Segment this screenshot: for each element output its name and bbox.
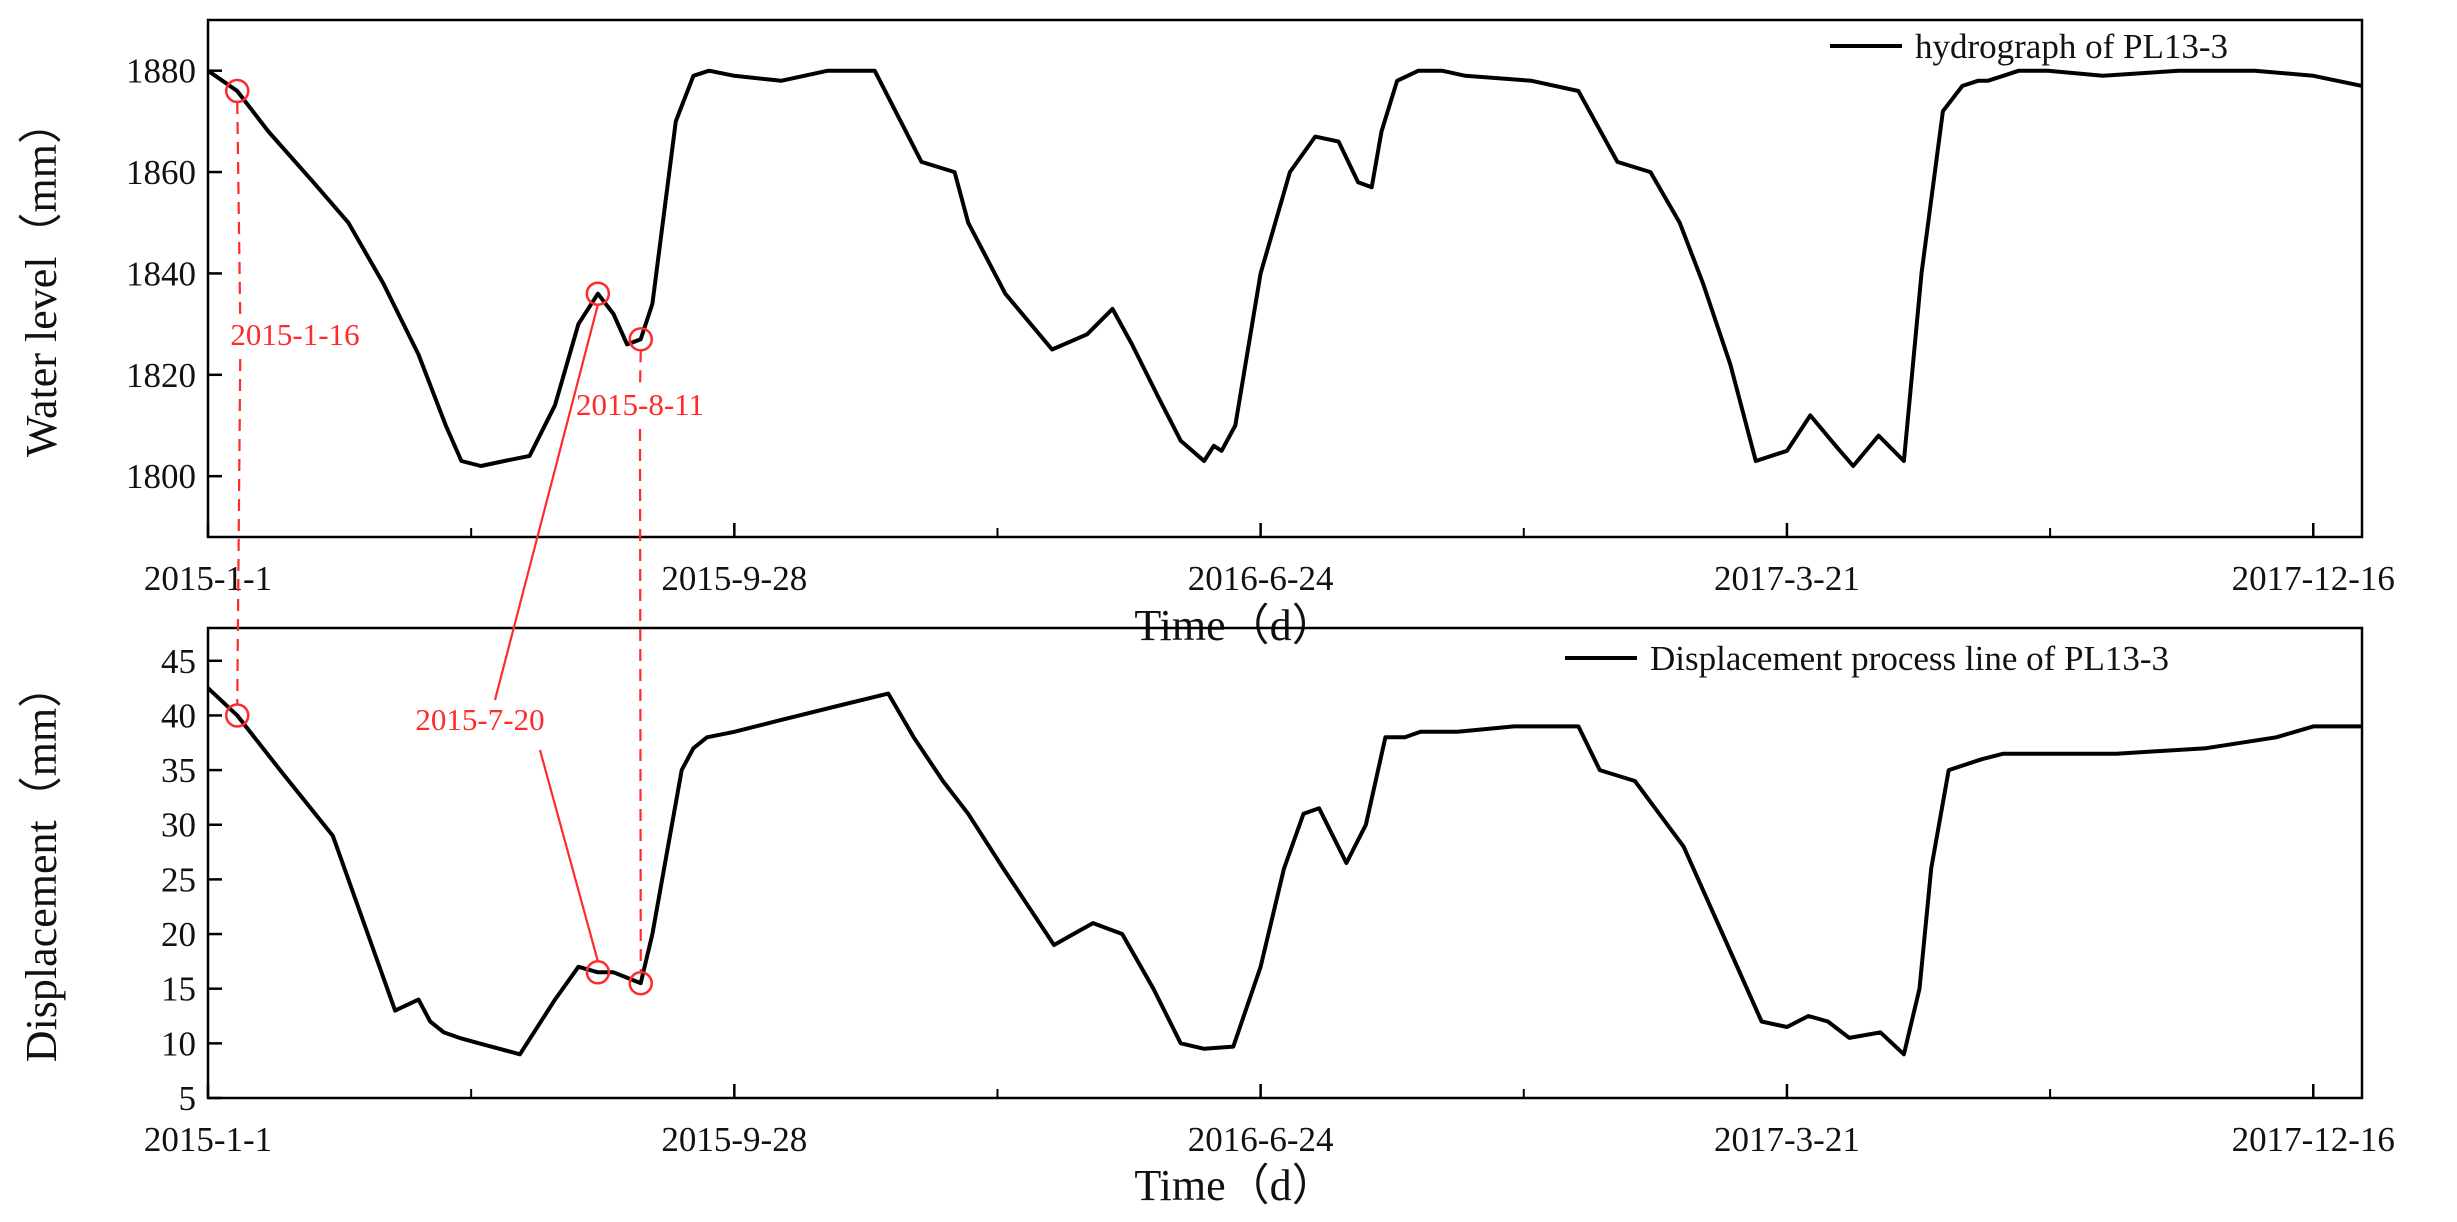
y-tick-label: 30 — [161, 806, 196, 845]
displacement-x-axis-title: Time（d） — [1134, 1161, 1335, 1210]
x-tick-label: 2017-3-21 — [1714, 1120, 1860, 1159]
annotation-connector — [638, 350, 642, 390]
annotation-connector — [236, 101, 242, 320]
x-tick-label: 2016-6-24 — [1188, 1120, 1334, 1159]
water-level-x-ticks: 2015-1-1 2015-9-28 2016-6-24 2017-3-21 2017-… — [144, 523, 2395, 598]
displacement-legend-label: Displacement process line of PL13-3 — [1650, 639, 2169, 678]
y-tick-label: 1880 — [126, 52, 196, 91]
hydrograph-line — [206, 68, 2363, 468]
x-tick-label: 2015-9-28 — [661, 559, 807, 598]
displacement-panel: 5 10 15 20 25 30 35 40 45 2015-1-1 2015-9-28 2016-… — [17, 626, 2395, 1210]
hydrograph-legend-label: hydrograph of PL13-3 — [1915, 27, 2228, 66]
ann-jan16-annotation: 2015-1-16 — [224, 78, 360, 728]
x-tick-label: 2017-12-16 — [2232, 1120, 2395, 1159]
x-tick-label: 2015-1-1 — [144, 559, 272, 598]
displacement-plot-frame — [206, 626, 2364, 1100]
annotation-label: 2015-1-16 — [230, 317, 359, 352]
y-tick-label: 35 — [161, 751, 196, 790]
y-tick-label: 25 — [161, 860, 196, 899]
y-tick-label: 10 — [161, 1024, 196, 1063]
x-tick-label: 2015-1-1 — [144, 1120, 272, 1159]
displacement-axis-title: Displacement（mm） — [17, 664, 66, 1062]
y-tick-label: 40 — [161, 696, 196, 735]
annotation-connector — [638, 428, 642, 973]
annotation-connector — [493, 304, 599, 701]
y-tick-label: 20 — [161, 915, 196, 954]
y-tick-label: 15 — [161, 970, 196, 1009]
ann-jul20-annotation: 2015-7-20 — [415, 281, 611, 985]
water-level-axis-title: Water level（mm） — [17, 100, 66, 457]
y-tick-label: 1800 — [126, 457, 196, 496]
annotation-label: 2015-7-20 — [415, 702, 544, 737]
water-level-y-ticks: 1800 1820 1840 1860 1880 — [126, 52, 222, 496]
displacement-line — [206, 686, 2362, 1057]
y-tick-label: 5 — [179, 1079, 197, 1118]
y-tick-label: 1840 — [126, 254, 196, 293]
x-tick-label: 2016-6-24 — [1188, 559, 1334, 598]
ann-aug11-annotation: 2015-8-11 — [576, 327, 704, 996]
displacement-y-ticks: 5 10 15 20 25 30 35 40 45 — [161, 642, 222, 1118]
y-tick-label: 1860 — [126, 153, 196, 192]
water-level-plot-frame — [206, 18, 2364, 539]
x-tick-label: 2017-12-16 — [2232, 559, 2395, 598]
annotation-connector — [538, 749, 599, 962]
y-tick-label: 45 — [161, 642, 196, 681]
y-tick-label: 1820 — [126, 356, 196, 395]
annotation-connector — [236, 358, 242, 705]
water-level-x-axis-title: Time（d） — [1134, 601, 1335, 650]
annotation-label: 2015-8-11 — [576, 387, 704, 422]
displacement-x-ticks: 2015-1-1 2015-9-28 2016-6-24 2017-3-21 2017-… — [144, 1084, 2395, 1159]
x-tick-label: 2017-3-21 — [1714, 559, 1860, 598]
date-annotations: 2015-1-16 2015-7-20 2015-8-11 — [224, 78, 704, 996]
x-tick-label: 2015-9-28 — [661, 1120, 807, 1159]
